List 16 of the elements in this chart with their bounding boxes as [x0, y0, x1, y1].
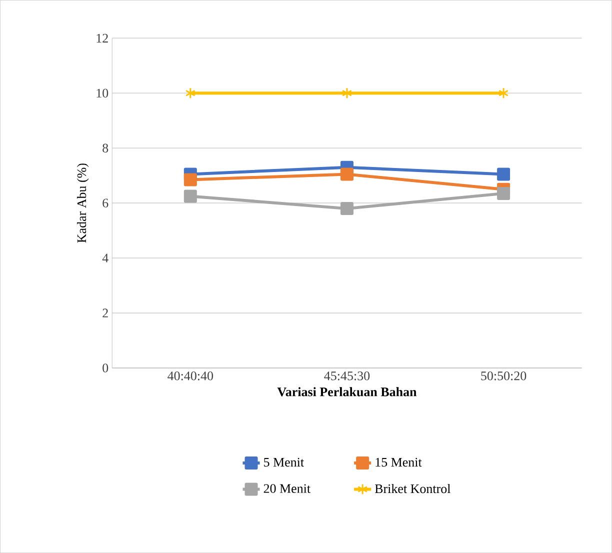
legend-label: Briket Kontrol	[374, 484, 450, 494]
y-tick-label: 12	[96, 34, 108, 42]
x-axis-title: Variasi Perlakuan Bahan	[277, 387, 417, 396]
y-axis-title: Kadar Abu (%)	[76, 164, 89, 243]
x-tick-label: 45:45:30	[324, 371, 370, 380]
y-tick-label: 2	[102, 308, 108, 318]
x-tick-label: 50:50:20	[481, 371, 526, 380]
legend-label: 15 Menit	[376, 458, 422, 467]
legend-label: 20 Menit	[264, 484, 310, 493]
y-tick-label: 6	[102, 198, 108, 208]
y-tick-label: 10	[96, 88, 108, 98]
y-tick-label: 8	[102, 144, 108, 152]
legend-label: 5 Menit	[264, 458, 304, 467]
x-tick-label: 40:40:40	[168, 371, 214, 380]
y-tick-label: 0	[102, 364, 108, 372]
y-tick-label: 4	[102, 254, 108, 262]
